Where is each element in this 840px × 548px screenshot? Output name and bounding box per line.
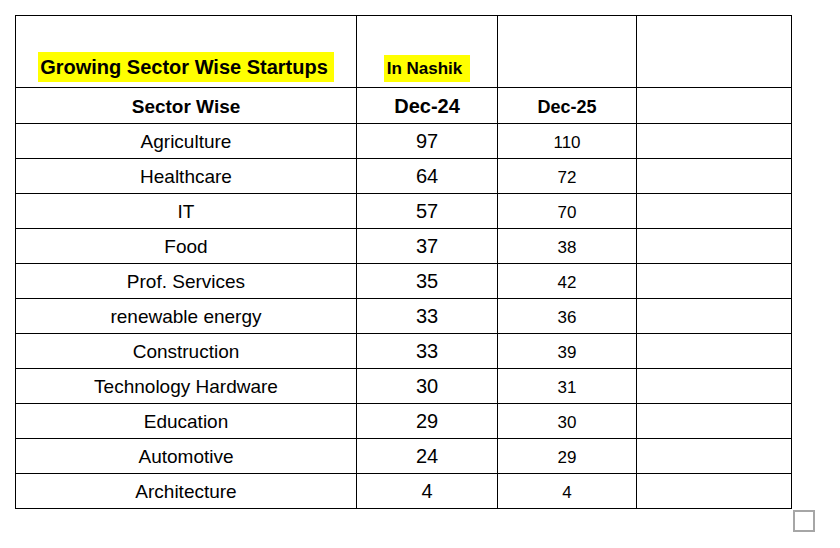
table-row: Architecture 4 4 xyxy=(16,474,792,509)
cell-sector[interactable]: Technology Hardware xyxy=(16,369,357,404)
cell-dec24[interactable]: 33 xyxy=(357,299,498,334)
table-title-cell[interactable]: Growing Sector Wise Startups xyxy=(16,16,357,88)
cell-sector[interactable]: Food xyxy=(16,229,357,264)
table-subtitle-cell[interactable]: In Nashik xyxy=(357,16,498,88)
cell-dec24[interactable]: 64 xyxy=(357,159,498,194)
cell-empty[interactable] xyxy=(637,474,792,509)
startups-table: Growing Sector Wise Startups In Nashik S… xyxy=(15,15,792,509)
cell-dec24[interactable]: 97 xyxy=(357,124,498,159)
cell-dec25[interactable]: 70 xyxy=(498,194,637,229)
column-header-sector-wise[interactable]: Sector Wise xyxy=(16,88,357,124)
cell-sector[interactable]: Prof. Services xyxy=(16,264,357,299)
cell-empty[interactable] xyxy=(637,439,792,474)
column-header-dec-24[interactable]: Dec-24 xyxy=(357,88,498,124)
cell-empty[interactable] xyxy=(637,124,792,159)
cell-dec24[interactable]: 33 xyxy=(357,334,498,369)
cell-sector[interactable]: Architecture xyxy=(16,474,357,509)
cell-sector[interactable]: Automotive xyxy=(16,439,357,474)
cell-sector[interactable]: Construction xyxy=(16,334,357,369)
cell-sector[interactable]: Education xyxy=(16,404,357,439)
cell-sector[interactable]: Healthcare xyxy=(16,159,357,194)
cell-dec24[interactable]: 35 xyxy=(357,264,498,299)
cell-dec24[interactable]: 29 xyxy=(357,404,498,439)
table-row: Automotive 24 29 xyxy=(16,439,792,474)
cell-empty[interactable] xyxy=(637,369,792,404)
cell-dec24[interactable]: 30 xyxy=(357,369,498,404)
cell-empty[interactable] xyxy=(637,264,792,299)
table-row: IT 57 70 xyxy=(16,194,792,229)
cell-dec25[interactable]: 72 xyxy=(498,159,637,194)
cell-dec25[interactable]: 39 xyxy=(498,334,637,369)
cell-empty[interactable] xyxy=(498,16,637,88)
cell-dec24[interactable]: 24 xyxy=(357,439,498,474)
cell-dec25[interactable]: 31 xyxy=(498,369,637,404)
cell-empty[interactable] xyxy=(637,404,792,439)
table-subtitle: In Nashik xyxy=(384,55,471,82)
column-header-dec-25[interactable]: Dec-25 xyxy=(498,88,637,124)
cell-dec25[interactable]: 110 xyxy=(498,124,637,159)
cell-dec25[interactable]: 4 xyxy=(498,474,637,509)
cell-dec24[interactable]: 4 xyxy=(357,474,498,509)
table-row: Food 37 38 xyxy=(16,229,792,264)
cell-sector[interactable]: IT xyxy=(16,194,357,229)
table-row: Technology Hardware 30 31 xyxy=(16,369,792,404)
table-row: Healthcare 64 72 xyxy=(16,159,792,194)
cell-empty[interactable] xyxy=(637,88,792,124)
table-row: Education 29 30 xyxy=(16,404,792,439)
cell-dec25[interactable]: 29 xyxy=(498,439,637,474)
cell-dec25[interactable]: 36 xyxy=(498,299,637,334)
table-row: Construction 33 39 xyxy=(16,334,792,369)
table-title: Growing Sector Wise Startups xyxy=(38,52,334,82)
table-row: renewable energy 33 36 xyxy=(16,299,792,334)
cell-empty[interactable] xyxy=(637,159,792,194)
header-row: Sector Wise Dec-24 Dec-25 xyxy=(16,88,792,124)
selection-handle-icon[interactable] xyxy=(793,510,815,532)
cell-empty[interactable] xyxy=(637,334,792,369)
cell-dec25[interactable]: 42 xyxy=(498,264,637,299)
cell-sector[interactable]: Agriculture xyxy=(16,124,357,159)
cell-empty[interactable] xyxy=(637,299,792,334)
cell-dec25[interactable]: 30 xyxy=(498,404,637,439)
cell-dec24[interactable]: 57 xyxy=(357,194,498,229)
cell-empty[interactable] xyxy=(637,16,792,88)
cell-dec25[interactable]: 38 xyxy=(498,229,637,264)
cell-sector[interactable]: renewable energy xyxy=(16,299,357,334)
cell-dec24[interactable]: 37 xyxy=(357,229,498,264)
title-row: Growing Sector Wise Startups In Nashik xyxy=(16,16,792,88)
table-row: Prof. Services 35 42 xyxy=(16,264,792,299)
table-row: Agriculture 97 110 xyxy=(16,124,792,159)
cell-empty[interactable] xyxy=(637,194,792,229)
cell-empty[interactable] xyxy=(637,229,792,264)
